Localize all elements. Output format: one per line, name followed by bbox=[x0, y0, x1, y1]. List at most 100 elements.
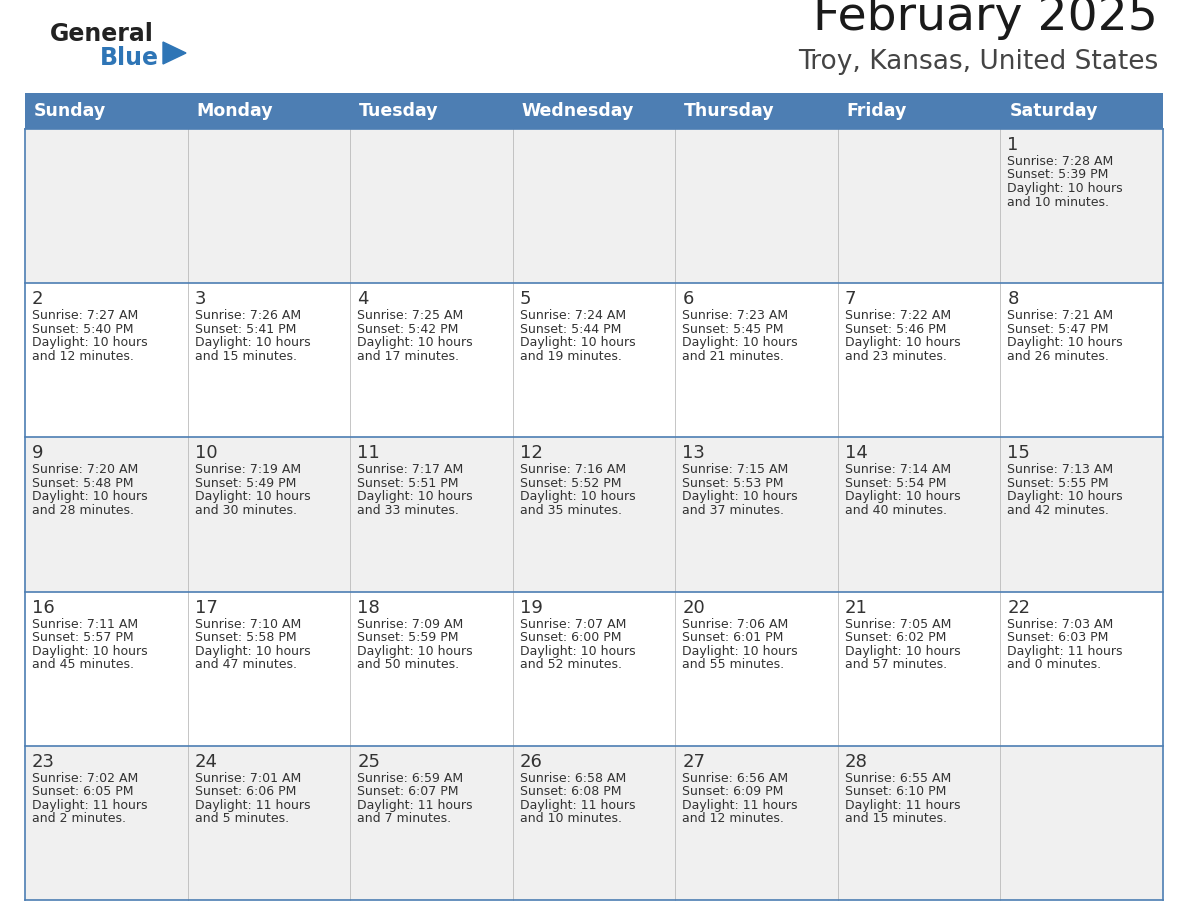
Text: 5: 5 bbox=[519, 290, 531, 308]
Text: Daylight: 11 hours: Daylight: 11 hours bbox=[845, 799, 960, 812]
Text: Sunset: 5:45 PM: Sunset: 5:45 PM bbox=[682, 323, 784, 336]
Text: 17: 17 bbox=[195, 599, 217, 617]
Bar bbox=[25, 745, 1163, 900]
Text: Sunrise: 7:19 AM: Sunrise: 7:19 AM bbox=[195, 464, 301, 476]
Text: and 10 minutes.: and 10 minutes. bbox=[519, 812, 621, 825]
Text: Sunset: 5:55 PM: Sunset: 5:55 PM bbox=[1007, 476, 1110, 490]
Text: Daylight: 11 hours: Daylight: 11 hours bbox=[1007, 644, 1123, 657]
Bar bbox=[513, 93, 675, 129]
Text: Sunset: 5:54 PM: Sunset: 5:54 PM bbox=[845, 476, 947, 490]
Text: Sunrise: 7:01 AM: Sunrise: 7:01 AM bbox=[195, 772, 301, 785]
Text: 20: 20 bbox=[682, 599, 704, 617]
Text: Sunset: 6:09 PM: Sunset: 6:09 PM bbox=[682, 785, 784, 799]
Text: Sunset: 6:03 PM: Sunset: 6:03 PM bbox=[1007, 631, 1108, 644]
Bar bbox=[25, 283, 1163, 437]
Text: Daylight: 10 hours: Daylight: 10 hours bbox=[195, 336, 310, 349]
Text: Daylight: 11 hours: Daylight: 11 hours bbox=[519, 799, 636, 812]
Text: Sunset: 6:07 PM: Sunset: 6:07 PM bbox=[358, 785, 459, 799]
Text: Daylight: 10 hours: Daylight: 10 hours bbox=[682, 644, 798, 657]
Text: 21: 21 bbox=[845, 599, 867, 617]
Text: Sunrise: 7:23 AM: Sunrise: 7:23 AM bbox=[682, 309, 789, 322]
Text: Thursday: Thursday bbox=[684, 102, 775, 120]
Text: Daylight: 10 hours: Daylight: 10 hours bbox=[519, 490, 636, 503]
Text: Sunrise: 7:25 AM: Sunrise: 7:25 AM bbox=[358, 309, 463, 322]
Text: Daylight: 10 hours: Daylight: 10 hours bbox=[845, 336, 960, 349]
Text: Friday: Friday bbox=[847, 102, 908, 120]
Text: Sunrise: 7:09 AM: Sunrise: 7:09 AM bbox=[358, 618, 463, 631]
Text: Daylight: 10 hours: Daylight: 10 hours bbox=[519, 336, 636, 349]
Text: and 10 minutes.: and 10 minutes. bbox=[1007, 196, 1110, 208]
Text: and 37 minutes.: and 37 minutes. bbox=[682, 504, 784, 517]
Bar bbox=[675, 93, 838, 129]
Text: Sunset: 6:05 PM: Sunset: 6:05 PM bbox=[32, 785, 133, 799]
Text: 26: 26 bbox=[519, 753, 543, 771]
Text: 9: 9 bbox=[32, 444, 44, 463]
Text: Sunset: 5:52 PM: Sunset: 5:52 PM bbox=[519, 476, 621, 490]
Text: Sunset: 5:53 PM: Sunset: 5:53 PM bbox=[682, 476, 784, 490]
Text: 27: 27 bbox=[682, 753, 706, 771]
Text: Sunrise: 7:16 AM: Sunrise: 7:16 AM bbox=[519, 464, 626, 476]
Text: 16: 16 bbox=[32, 599, 55, 617]
Text: 4: 4 bbox=[358, 290, 368, 308]
Text: Sunday: Sunday bbox=[34, 102, 106, 120]
Text: Daylight: 10 hours: Daylight: 10 hours bbox=[1007, 490, 1123, 503]
Text: Daylight: 11 hours: Daylight: 11 hours bbox=[682, 799, 798, 812]
Text: Daylight: 10 hours: Daylight: 10 hours bbox=[32, 644, 147, 657]
Text: Sunset: 5:47 PM: Sunset: 5:47 PM bbox=[1007, 323, 1108, 336]
Text: General: General bbox=[50, 22, 154, 46]
Text: Sunset: 6:02 PM: Sunset: 6:02 PM bbox=[845, 631, 946, 644]
Text: Daylight: 10 hours: Daylight: 10 hours bbox=[519, 644, 636, 657]
Text: Sunrise: 7:22 AM: Sunrise: 7:22 AM bbox=[845, 309, 950, 322]
Text: Sunrise: 7:06 AM: Sunrise: 7:06 AM bbox=[682, 618, 789, 631]
Text: Tuesday: Tuesday bbox=[359, 102, 438, 120]
Polygon shape bbox=[163, 42, 187, 64]
Text: Sunrise: 6:56 AM: Sunrise: 6:56 AM bbox=[682, 772, 789, 785]
Text: Sunset: 5:41 PM: Sunset: 5:41 PM bbox=[195, 323, 296, 336]
Bar bbox=[25, 129, 1163, 283]
Text: Sunrise: 7:05 AM: Sunrise: 7:05 AM bbox=[845, 618, 952, 631]
Text: Sunset: 5:57 PM: Sunset: 5:57 PM bbox=[32, 631, 133, 644]
Text: Sunrise: 7:26 AM: Sunrise: 7:26 AM bbox=[195, 309, 301, 322]
Text: Sunset: 5:40 PM: Sunset: 5:40 PM bbox=[32, 323, 133, 336]
Text: Sunrise: 7:02 AM: Sunrise: 7:02 AM bbox=[32, 772, 138, 785]
Text: Daylight: 10 hours: Daylight: 10 hours bbox=[32, 336, 147, 349]
Text: and 26 minutes.: and 26 minutes. bbox=[1007, 350, 1110, 363]
Text: 14: 14 bbox=[845, 444, 867, 463]
Text: Daylight: 10 hours: Daylight: 10 hours bbox=[358, 644, 473, 657]
Text: 3: 3 bbox=[195, 290, 206, 308]
Text: Sunset: 5:44 PM: Sunset: 5:44 PM bbox=[519, 323, 621, 336]
Text: 11: 11 bbox=[358, 444, 380, 463]
Text: Sunset: 5:51 PM: Sunset: 5:51 PM bbox=[358, 476, 459, 490]
Text: Daylight: 10 hours: Daylight: 10 hours bbox=[32, 490, 147, 503]
Text: 8: 8 bbox=[1007, 290, 1019, 308]
Text: Sunset: 5:58 PM: Sunset: 5:58 PM bbox=[195, 631, 296, 644]
Text: Sunset: 6:10 PM: Sunset: 6:10 PM bbox=[845, 785, 946, 799]
Bar bbox=[25, 93, 188, 129]
Text: and 55 minutes.: and 55 minutes. bbox=[682, 658, 784, 671]
Text: Daylight: 10 hours: Daylight: 10 hours bbox=[358, 490, 473, 503]
Text: and 7 minutes.: and 7 minutes. bbox=[358, 812, 451, 825]
Bar bbox=[838, 93, 1000, 129]
Text: Sunrise: 7:21 AM: Sunrise: 7:21 AM bbox=[1007, 309, 1113, 322]
Text: Sunrise: 7:10 AM: Sunrise: 7:10 AM bbox=[195, 618, 301, 631]
Text: Sunrise: 7:24 AM: Sunrise: 7:24 AM bbox=[519, 309, 626, 322]
Text: Daylight: 10 hours: Daylight: 10 hours bbox=[1007, 182, 1123, 195]
Text: Daylight: 11 hours: Daylight: 11 hours bbox=[195, 799, 310, 812]
Bar bbox=[25, 591, 1163, 745]
Text: and 15 minutes.: and 15 minutes. bbox=[845, 812, 947, 825]
Text: 23: 23 bbox=[32, 753, 55, 771]
Text: Sunrise: 7:11 AM: Sunrise: 7:11 AM bbox=[32, 618, 138, 631]
Text: 1: 1 bbox=[1007, 136, 1019, 154]
Text: 2: 2 bbox=[32, 290, 44, 308]
Bar bbox=[188, 93, 350, 129]
Text: and 40 minutes.: and 40 minutes. bbox=[845, 504, 947, 517]
Text: Troy, Kansas, United States: Troy, Kansas, United States bbox=[798, 49, 1158, 75]
Text: and 12 minutes.: and 12 minutes. bbox=[32, 350, 134, 363]
Text: Sunset: 5:42 PM: Sunset: 5:42 PM bbox=[358, 323, 459, 336]
Text: Daylight: 10 hours: Daylight: 10 hours bbox=[682, 490, 798, 503]
Text: Sunrise: 7:03 AM: Sunrise: 7:03 AM bbox=[1007, 618, 1113, 631]
Text: Sunrise: 6:55 AM: Sunrise: 6:55 AM bbox=[845, 772, 952, 785]
Text: and 5 minutes.: and 5 minutes. bbox=[195, 812, 289, 825]
Bar bbox=[350, 93, 513, 129]
Text: and 21 minutes.: and 21 minutes. bbox=[682, 350, 784, 363]
